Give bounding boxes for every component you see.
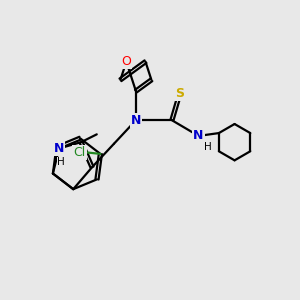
Text: H: H — [57, 157, 64, 167]
Text: N: N — [131, 114, 141, 127]
Text: N: N — [194, 129, 204, 142]
Text: H: H — [204, 142, 212, 152]
Text: O: O — [122, 55, 131, 68]
Text: N: N — [54, 142, 64, 155]
Text: Cl: Cl — [73, 146, 86, 159]
Text: S: S — [175, 87, 184, 100]
